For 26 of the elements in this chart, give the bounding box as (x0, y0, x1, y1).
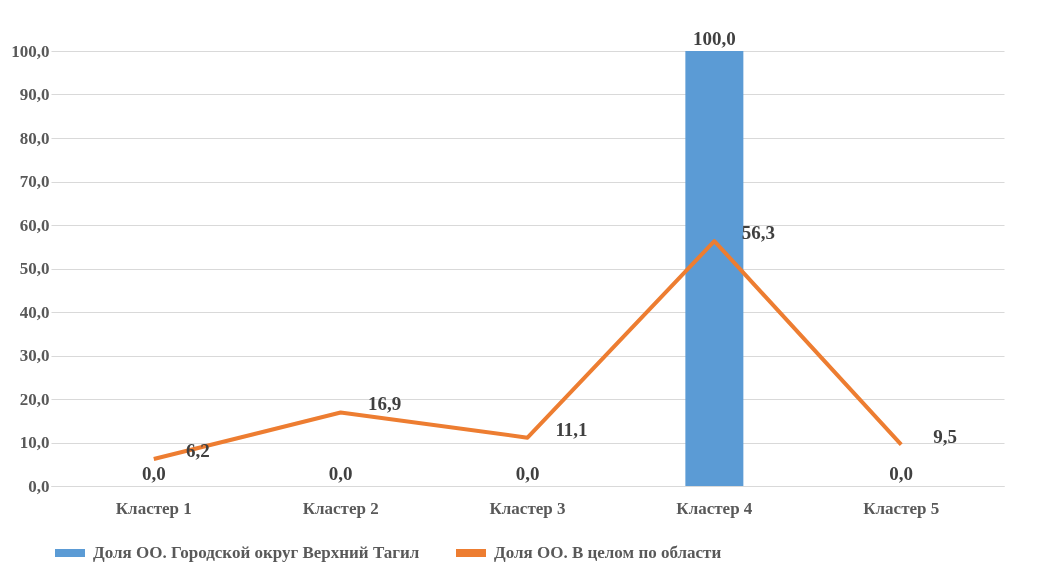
x-tick-label: Кластер 4 (676, 498, 753, 518)
data-label: 0,0 (515, 463, 540, 484)
data-label: 9,5 (933, 425, 958, 447)
x-tick-label: Кластер 2 (302, 498, 379, 518)
x-tick-label: Кластер 5 (863, 498, 940, 518)
data-label: 0,0 (141, 463, 166, 484)
data-label: 100,0 (692, 28, 736, 49)
y-tick-label: 50,0 (19, 259, 50, 278)
y-tick-label: 60,0 (19, 215, 50, 235)
data-label: 0,0 (889, 463, 914, 484)
y-tick-label: 100,0 (11, 41, 50, 61)
data-label: 16,9 (368, 393, 402, 415)
y-tick-label: 40,0 (19, 302, 50, 322)
y-tick-label: 30,0 (19, 346, 50, 365)
data-label: 11,1 (555, 418, 588, 440)
y-tick-label: 70,0 (19, 172, 50, 191)
y-tick-label: 0,0 (28, 476, 50, 496)
legend-label: Доля ОО. В целом по области (494, 543, 722, 562)
x-tick-label: Кластер 1 (115, 498, 192, 518)
y-tick-label: 10,0 (19, 433, 50, 452)
x-tick-label: Кластер 3 (489, 498, 566, 518)
y-tick-label: 90,0 (19, 85, 50, 104)
y-tick-label: 20,0 (19, 389, 50, 409)
data-label: 0,0 (328, 463, 353, 484)
legend-label: Доля ОО. Городской округ Верхний Тагил (93, 543, 420, 562)
y-tick-label: 80,0 (19, 128, 50, 148)
